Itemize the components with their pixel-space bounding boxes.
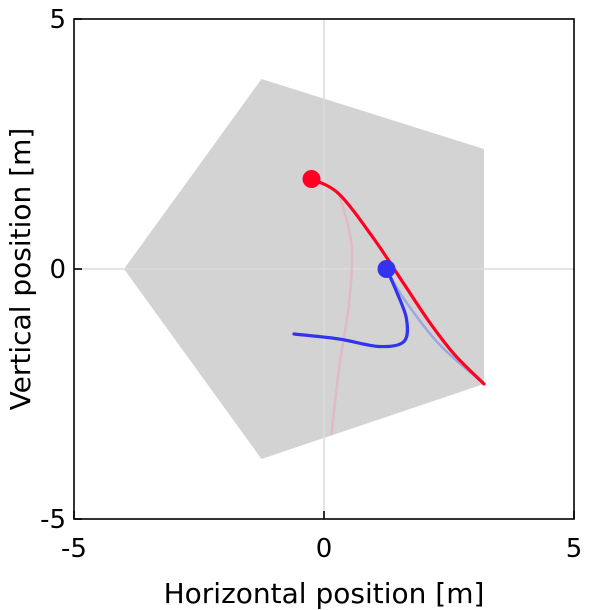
- y-tick-label-1: -5: [40, 505, 66, 535]
- x-tick-label-2: 0: [316, 534, 333, 564]
- series-line-1: [309, 177, 486, 386]
- x-axis-label: Horizontal position [m]: [164, 577, 485, 610]
- series-line-2: [292, 267, 410, 349]
- y-tick-label-3: 5: [49, 5, 66, 35]
- x-tick-label-1: -5: [61, 534, 87, 564]
- x-tick-label-3: 5: [566, 534, 583, 564]
- start-marker-2: [377, 260, 396, 278]
- start-marker-1: [302, 170, 321, 188]
- series-line-4: [330, 192, 354, 436]
- plot-area: [74, 19, 574, 519]
- y-axis-label: Vertical position [m]: [4, 128, 37, 411]
- axis-ticks: -5 0 5 -5 0 5: [40, 5, 582, 564]
- y-tick-label-2: 0: [49, 255, 66, 285]
